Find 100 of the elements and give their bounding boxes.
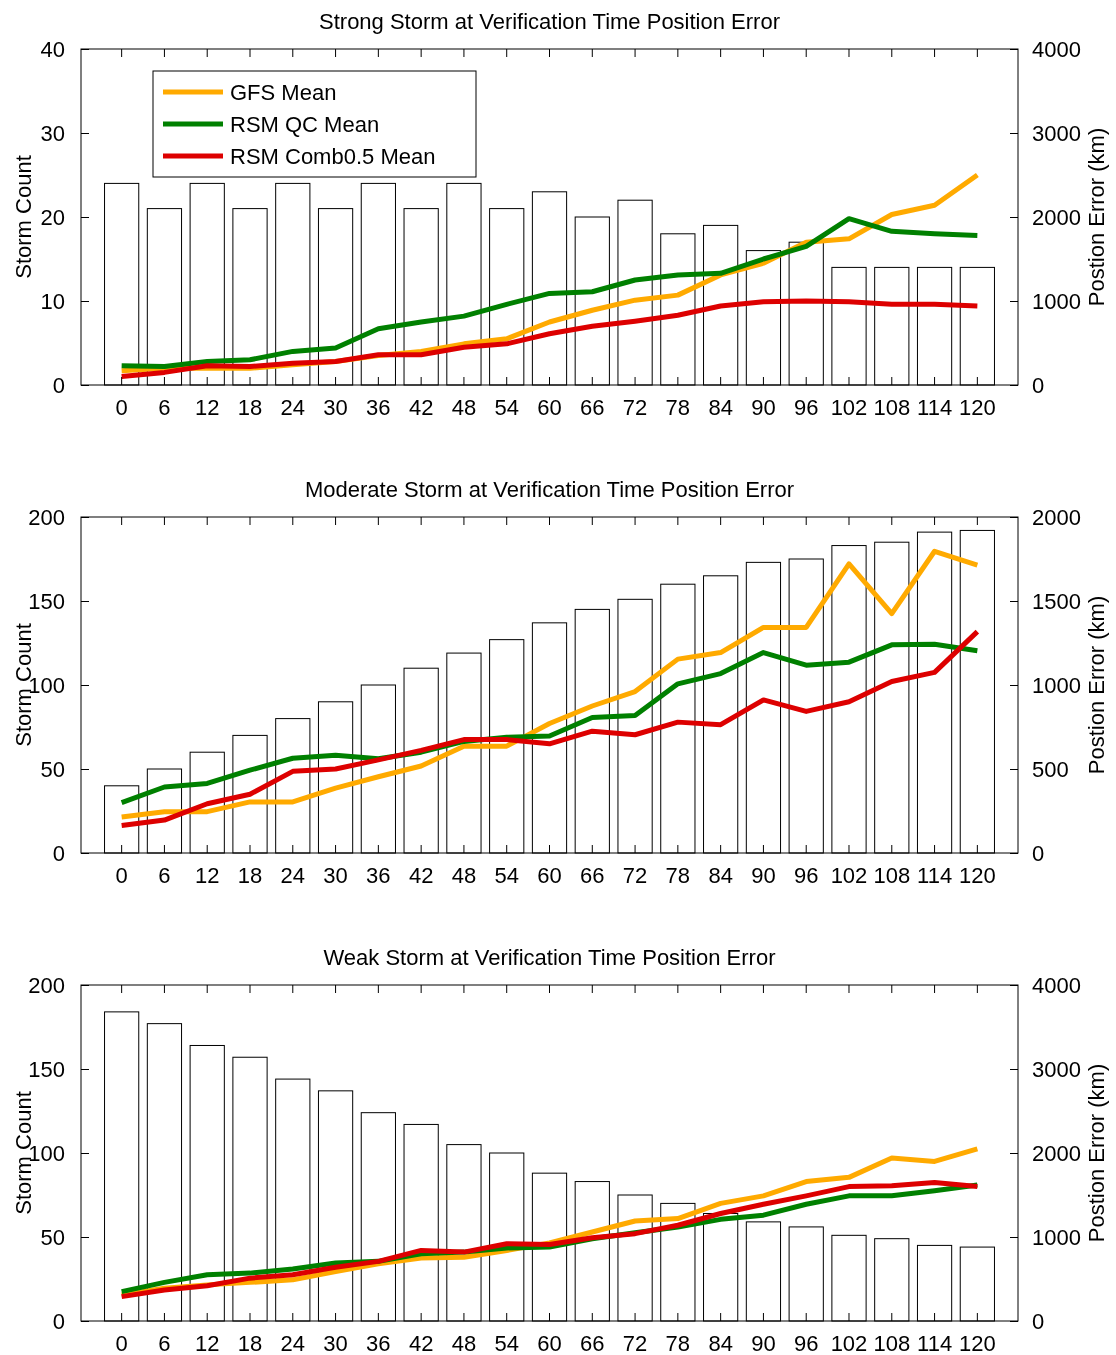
legend-label: RSM QC Mean [230,112,380,137]
y-tick-label: 30 [40,120,65,146]
y2-tick-label: 2000 [1032,204,1081,230]
x-tick-label: 42 [408,862,434,888]
x-tick-label: 18 [237,862,263,888]
x-tick-label: 90 [751,394,776,420]
x-tick-label: 90 [751,1330,776,1355]
x-tick-label: 108 [873,394,911,420]
x-tick-label: 78 [665,862,691,888]
y2-tick-label: 0 [1032,840,1045,866]
x-tick-label: 90 [751,862,776,888]
y-axis-title: Storm Count [11,155,36,279]
legend-label: GFS Mean [230,80,337,105]
chart-title: Strong Storm at Verification Time Position Error [319,9,780,34]
x-tick-label: 0 [115,394,128,420]
y2-tick-label: 2000 [1032,1140,1081,1166]
x-tick-label: 24 [280,1330,306,1355]
x-tick-label: 120 [958,1330,996,1355]
x-tick-label: 36 [366,394,391,420]
y-tick-label: 150 [28,588,65,614]
y2-tick-label: 3000 [1032,120,1081,146]
x-tick-label: 54 [494,862,519,888]
y-tick-label: 40 [40,36,65,62]
x-tick-label: 54 [494,1330,519,1355]
x-tick-label: 120 [958,862,996,888]
y-tick-label: 0 [52,840,65,866]
x-tick-label: 18 [237,394,263,420]
x-tick-label: 84 [708,394,733,420]
y2-tick-label: 2000 [1032,504,1081,530]
x-tick-label: 0 [115,862,128,888]
x-tick-label: 102 [830,394,868,420]
y-tick-label: 50 [40,1224,65,1250]
x-tick-label: 60 [537,1330,562,1355]
x-tick-label: 72 [622,862,648,888]
y2-tick-label: 500 [1032,756,1069,782]
x-tick-label: 96 [793,1330,819,1355]
x-tick-label: 24 [280,862,306,888]
x-tick-label: 120 [958,394,996,420]
y2-tick-label: 1000 [1032,288,1081,314]
x-tick-label: 114 [917,1330,953,1355]
y-tick-label: 200 [28,504,65,530]
x-tick-label: 96 [793,394,819,420]
x-tick-label: 30 [323,862,348,888]
x-tick-label: 102 [830,862,868,888]
y2-tick-label: 4000 [1032,36,1081,62]
y-tick-label: 0 [52,1308,65,1334]
y-tick-label: 20 [40,204,65,230]
x-tick-label: 42 [408,1330,434,1355]
legend-label: RSM Comb0.5 Mean [230,144,436,169]
chart-title: Weak Storm at Verification Time Position Error [323,945,776,970]
x-tick-label: 114 [917,394,953,420]
y-tick-label: 50 [40,756,65,782]
x-tick-label: 60 [537,394,562,420]
x-tick-label: 84 [708,1330,733,1355]
x-tick-label: 0 [115,1330,128,1355]
y2-tick-label: 0 [1032,1308,1045,1334]
x-tick-label: 12 [194,862,220,888]
x-tick-label: 6 [158,1330,171,1355]
x-tick-label: 108 [873,862,911,888]
x-tick-label: 6 [158,394,171,420]
y-tick-label: 200 [28,972,65,998]
y2-axis-title: Postion Error (km) [1084,127,1109,307]
x-tick-label: 108 [873,1330,911,1355]
x-tick-label: 114 [917,862,953,888]
x-tick-label: 84 [708,862,733,888]
x-tick-label: 72 [622,1330,648,1355]
x-tick-label: 30 [323,1330,348,1355]
x-tick-label: 36 [366,1330,391,1355]
x-tick-label: 42 [408,394,434,420]
y2-tick-label: 1500 [1032,588,1081,614]
y-tick-label: 10 [40,288,65,314]
y-tick-label: 0 [52,372,65,398]
x-tick-label: 48 [451,394,477,420]
x-tick-label: 18 [237,1330,263,1355]
x-tick-label: 60 [537,862,562,888]
x-tick-label: 30 [323,394,348,420]
y2-axis-title: Postion Error (km) [1084,595,1109,775]
x-tick-label: 12 [194,1330,220,1355]
y2-tick-label: 3000 [1032,1056,1081,1082]
x-tick-label: 78 [665,1330,691,1355]
x-tick-label: 66 [580,394,605,420]
y2-tick-label: 4000 [1032,972,1081,998]
y2-tick-label: 1000 [1032,672,1081,698]
x-tick-label: 48 [451,1330,477,1355]
x-tick-label: 36 [366,862,391,888]
y2-tick-label: 1000 [1032,1224,1081,1250]
x-tick-label: 54 [494,394,519,420]
chart-title: Moderate Storm at Verification Time Position Error [304,477,795,502]
x-tick-label: 66 [580,1330,605,1355]
x-tick-label: 96 [793,862,819,888]
y2-axis-title: Postion Error (km) [1084,1063,1109,1243]
x-tick-label: 72 [622,394,648,420]
x-tick-label: 48 [451,862,477,888]
x-tick-label: 6 [158,862,171,888]
x-tick-label: 66 [580,862,605,888]
x-tick-label: 78 [665,394,691,420]
x-tick-label: 12 [194,394,220,420]
x-tick-label: 102 [830,1330,868,1355]
y-tick-label: 150 [28,1056,65,1082]
y2-tick-label: 0 [1032,372,1045,398]
